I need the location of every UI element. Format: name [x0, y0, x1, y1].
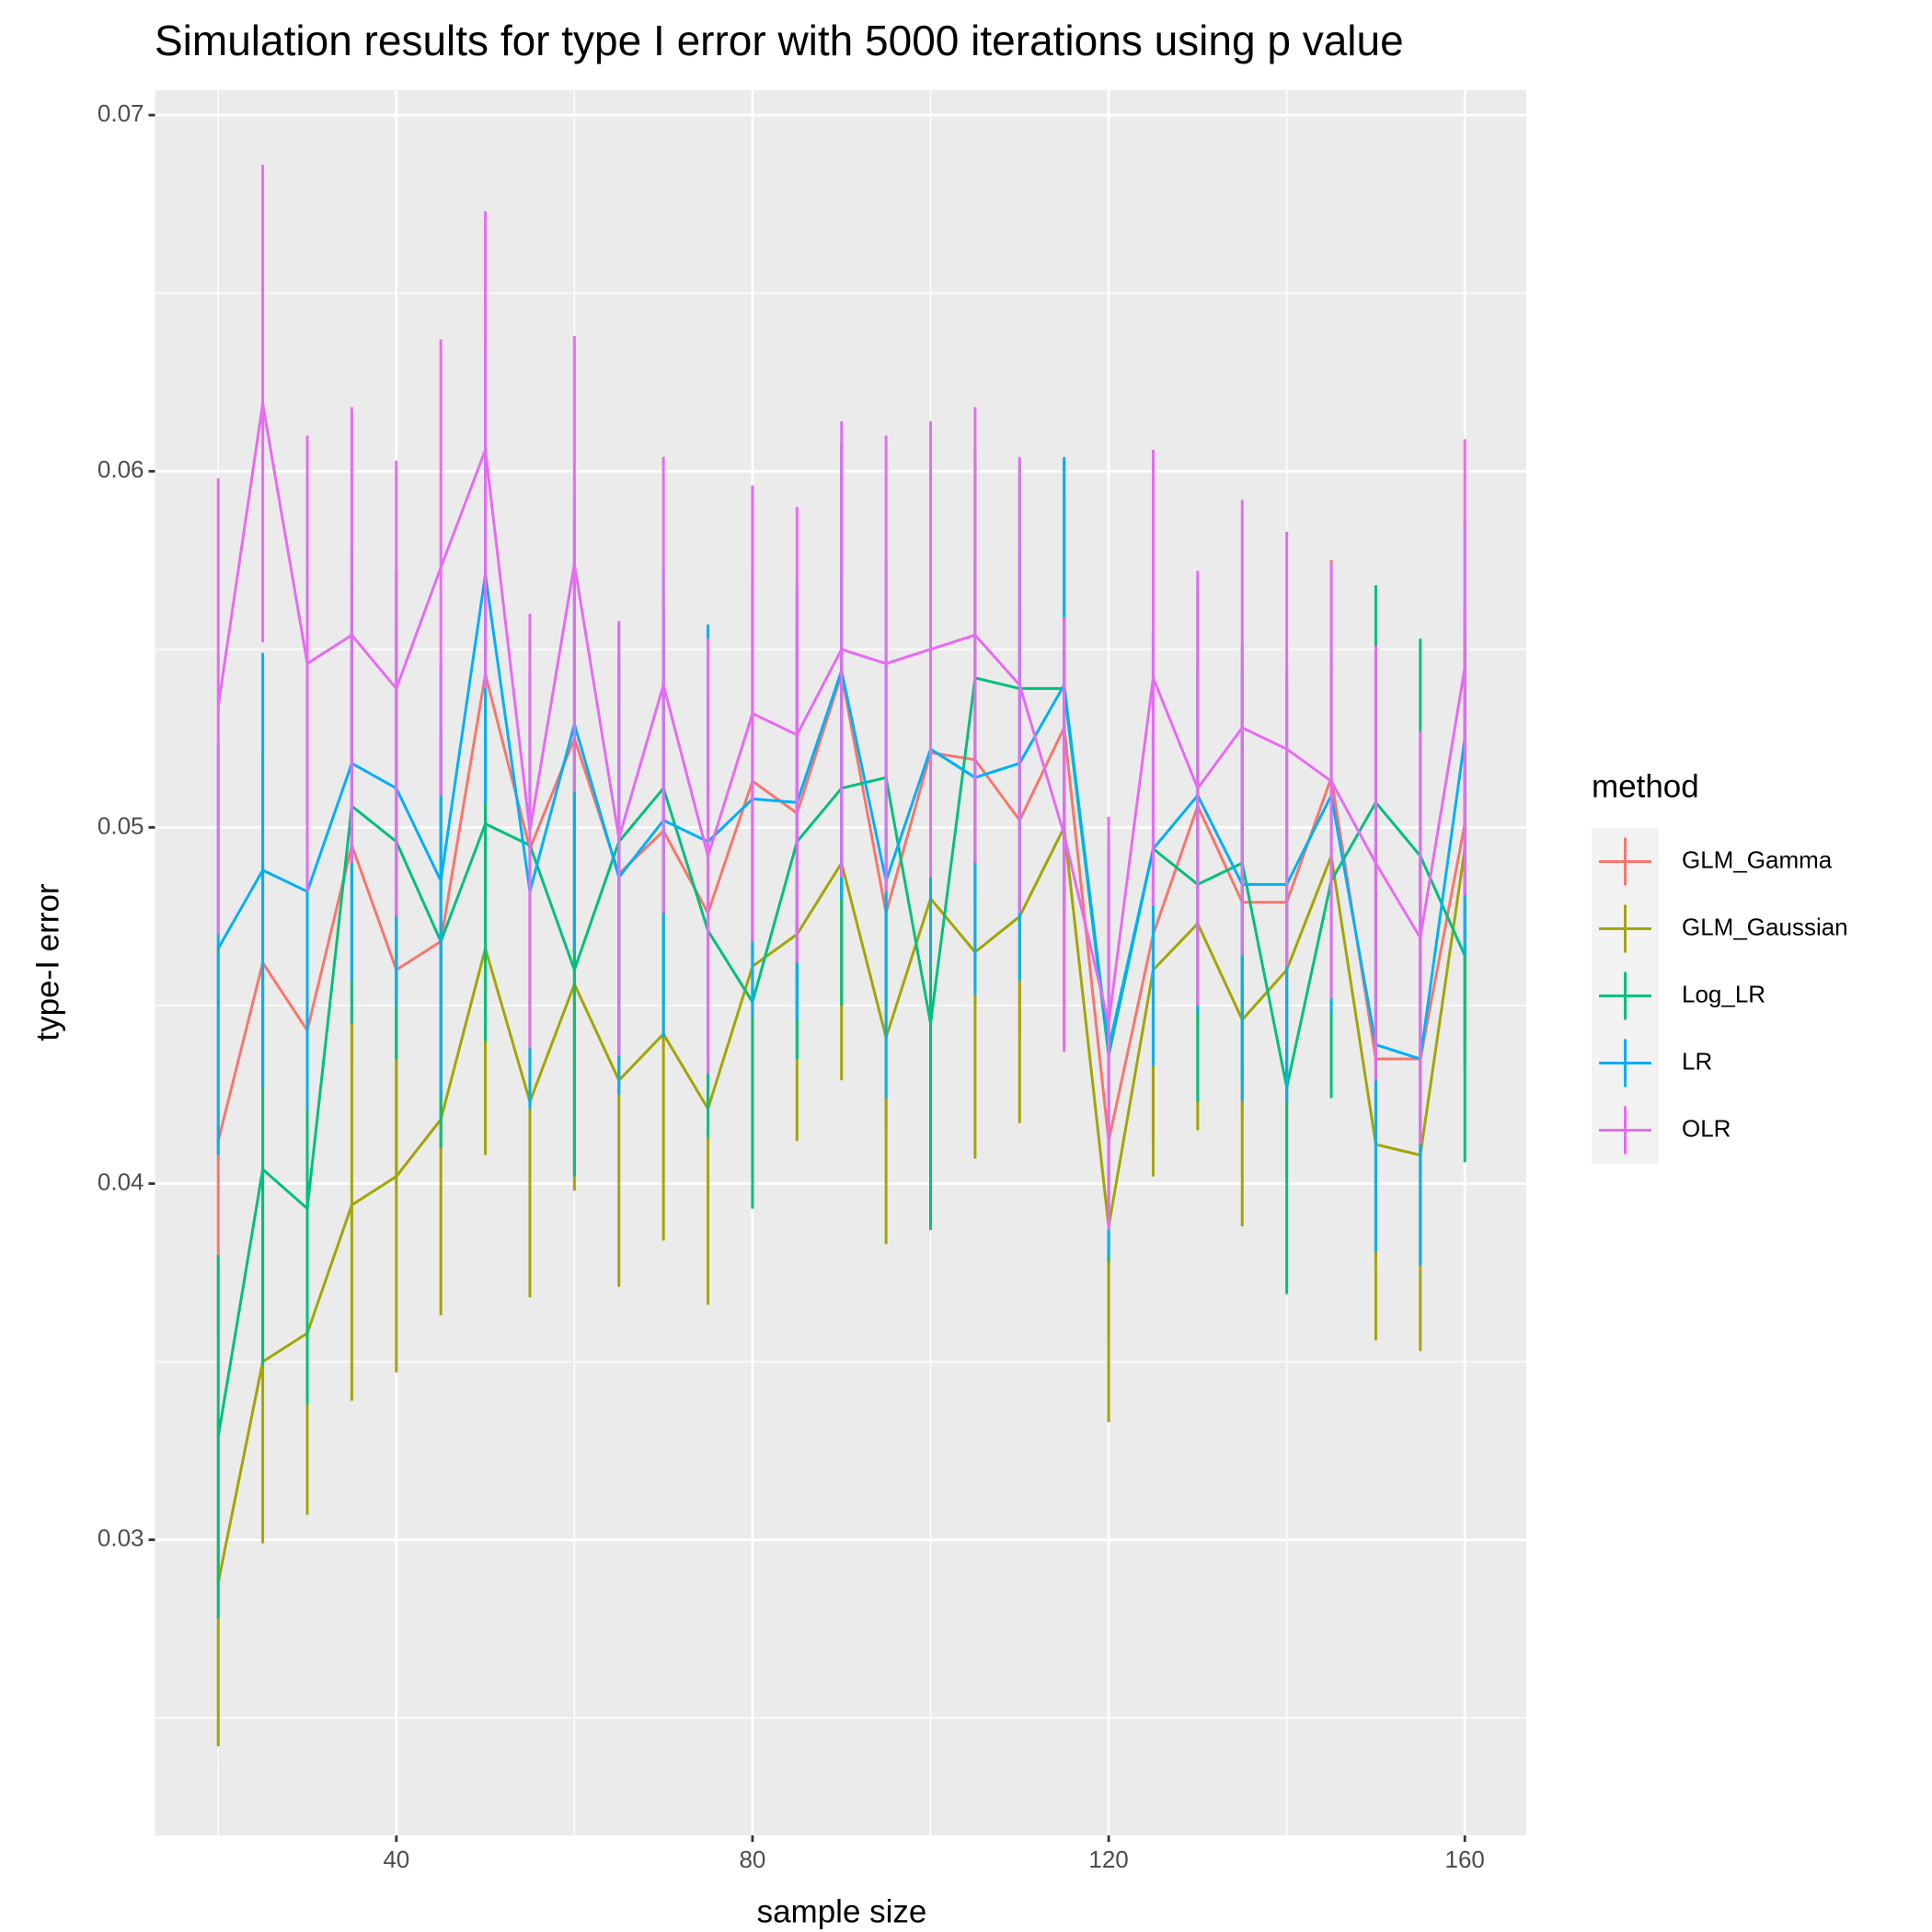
legend-label: LR — [1682, 1047, 1712, 1075]
y-tick-label: 0.05 — [98, 811, 144, 839]
x-tick-label: 80 — [739, 1846, 765, 1873]
legend-title: method — [1592, 768, 1699, 804]
y-tick-label: 0.04 — [98, 1167, 144, 1195]
legend-label: OLR — [1682, 1114, 1731, 1142]
x-tick-label: 40 — [383, 1846, 409, 1873]
x-axis-title: sample size — [757, 1893, 927, 1929]
y-axis-title: type-I error — [29, 883, 65, 1041]
x-tick-label: 160 — [1445, 1846, 1485, 1873]
y-tick-label: 0.03 — [98, 1524, 144, 1552]
y-tick-label: 0.06 — [98, 455, 144, 483]
series-line — [216, 402, 1466, 1025]
legend-label: GLM_Gamma — [1682, 845, 1833, 873]
legend-label: GLM_Gaussian — [1682, 913, 1848, 940]
y-tick-label: 0.07 — [98, 99, 144, 127]
x-tick-label: 120 — [1088, 1846, 1128, 1873]
chart-title: Simulation results for type I error with… — [155, 17, 1404, 64]
legend-label: Log_LR — [1682, 980, 1765, 1007]
